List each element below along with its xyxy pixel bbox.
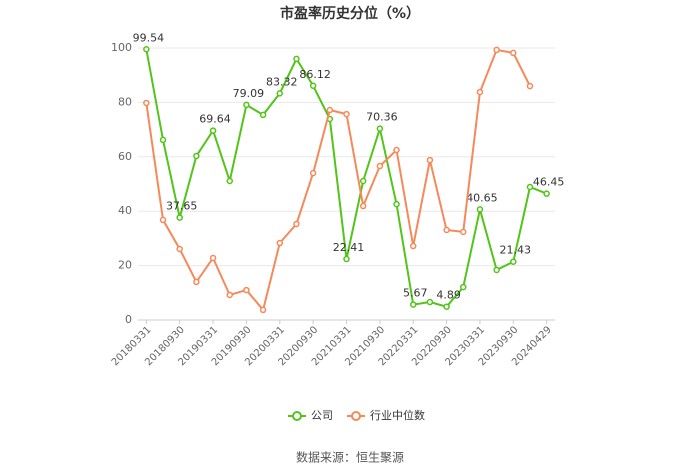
point [209,254,217,262]
point [259,306,267,314]
point [176,245,183,253]
point [276,90,284,97]
point [526,82,534,90]
point [426,156,434,164]
point [493,266,500,274]
series-line [145,48,531,313]
point [276,239,284,247]
point [176,214,183,221]
point [359,202,367,210]
point [259,111,267,119]
point [443,303,450,310]
point [409,242,417,250]
point [393,200,400,208]
source: 数据来源：恒生聚源 [296,450,404,465]
point [209,127,217,134]
point [409,301,417,308]
legend-marker [292,411,302,421]
chart-title: 市盈率历史分位（%） [280,5,420,22]
point [343,255,350,263]
data-label: 46.45 [533,176,565,189]
point [493,46,500,54]
point [309,82,317,90]
point [543,190,550,197]
point [510,49,517,57]
point [460,283,467,291]
y-tick-label: 40 [118,204,132,217]
legend-label: 行业中位数 [370,408,425,422]
y-tick-label: 80 [118,95,132,108]
data-label: 5.67 [403,287,428,300]
point [426,298,434,306]
point [243,286,250,294]
data-label: 21.43 [500,244,532,257]
point [476,206,484,213]
point [343,110,350,118]
point [359,177,367,185]
data-label: 99.54 [133,31,165,44]
point [376,125,384,132]
point [226,291,233,299]
legend-marker [351,411,361,421]
point [326,106,334,114]
data-label: 37.65 [166,200,198,213]
point [309,169,317,177]
data-label: 4.89 [436,289,461,302]
point [193,152,200,160]
point [293,220,300,228]
point [510,258,517,265]
data-label: 70.36 [366,111,398,124]
y-tick-label: 20 [118,259,132,272]
point [159,136,167,144]
data-label: 69.64 [199,113,231,126]
point [376,162,384,170]
legend-label: 公司 [311,409,333,422]
point [193,278,200,286]
y-tick-label: 0 [125,313,132,326]
data-label: 79.09 [233,87,265,100]
point [143,99,150,107]
point [460,228,467,236]
point [293,55,300,63]
point [393,146,400,154]
y-tick-label: 100 [111,41,132,54]
data-label: 40.65 [466,191,498,204]
point [243,101,250,109]
point [526,183,534,191]
data-label: 86.12 [299,68,331,81]
point [476,88,484,96]
data-label: 22.41 [333,241,365,254]
point [159,216,167,224]
y-tick-label: 60 [118,150,132,163]
data-label: 83.32 [266,75,298,88]
point [143,46,150,53]
point [443,226,450,234]
point [226,177,233,185]
